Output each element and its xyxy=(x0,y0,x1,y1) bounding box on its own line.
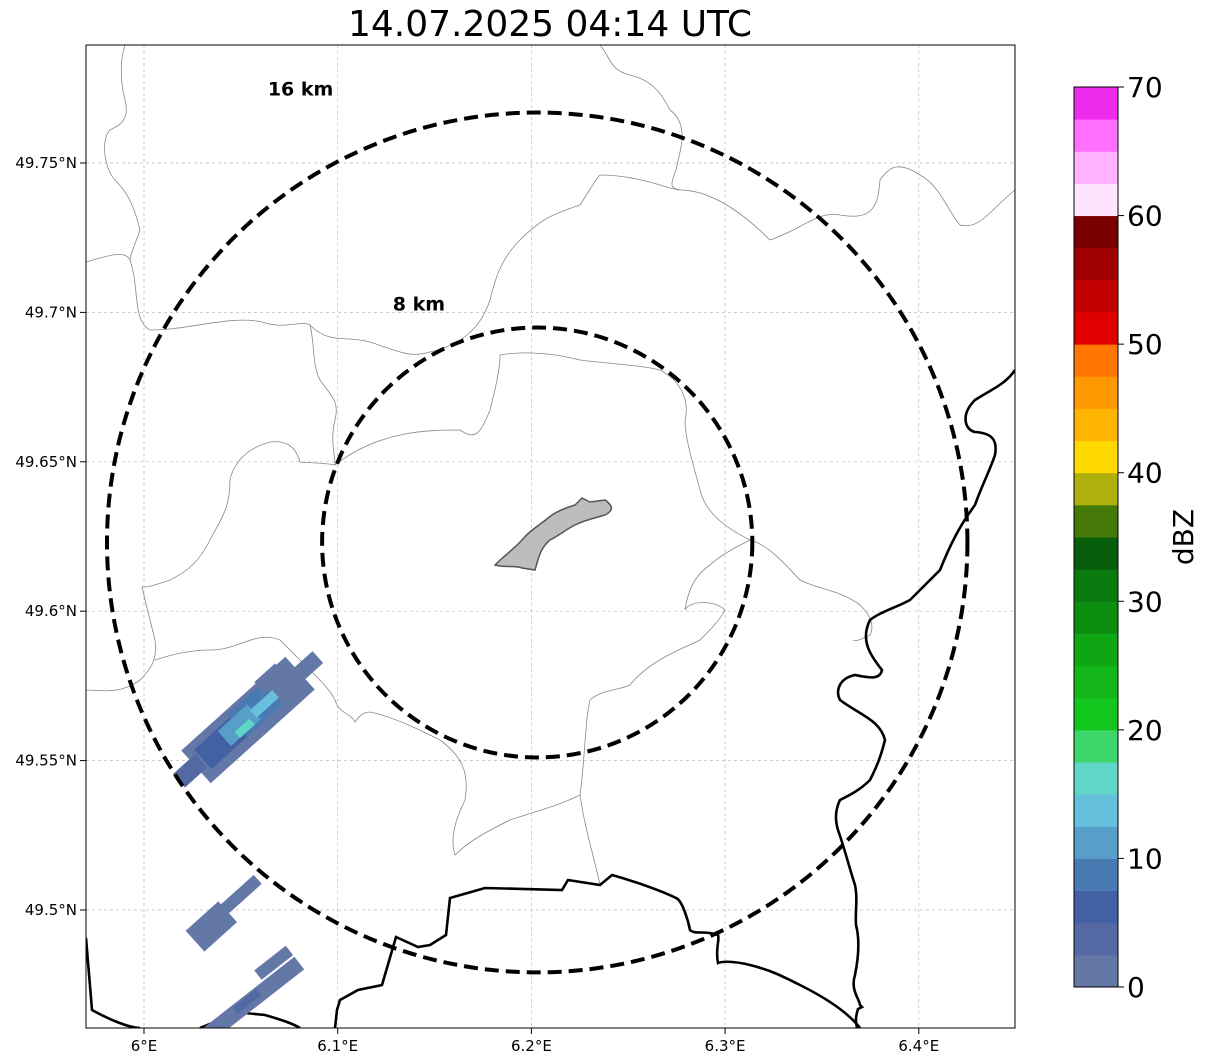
colorbar-segment xyxy=(1074,922,1118,956)
colorbar-segment xyxy=(1074,633,1118,667)
echo-cell xyxy=(172,754,208,788)
colorbar-segment xyxy=(1074,215,1118,249)
x-tick-label: 6.1°E xyxy=(317,1037,358,1055)
latitude-ticks: 49.5°N 49.55°N 49.6°N 49.65°N 49.7°N 49.75°N xyxy=(15,154,86,919)
echo-cell xyxy=(249,690,279,718)
colorbar-segment xyxy=(1074,344,1118,377)
colorbar-segment xyxy=(1074,729,1118,763)
colorbar-label: dBZ xyxy=(1167,509,1200,565)
x-tick-label: 6.4°E xyxy=(898,1037,939,1055)
colorbar-segment xyxy=(1074,183,1118,217)
colorbar-segment xyxy=(1074,697,1118,731)
colorbar-frame xyxy=(1073,86,1119,988)
echo-cell xyxy=(232,989,262,1014)
colorbar-segment xyxy=(1074,279,1118,313)
colorbar-segment xyxy=(1074,954,1118,988)
colorbar-tick-label: 40 xyxy=(1127,457,1163,490)
echo-cell xyxy=(287,651,324,686)
colorbar-segment xyxy=(1074,826,1118,859)
range-ring-label: 8 km xyxy=(393,294,445,316)
range-ring-label: 16 km xyxy=(268,79,334,101)
colorbar-segment xyxy=(1074,569,1118,602)
x-tick-label: 6.3°E xyxy=(705,1037,746,1055)
colorbar-segment xyxy=(1074,890,1118,924)
echo-cell xyxy=(254,945,294,980)
city-area xyxy=(493,497,613,571)
y-tick-label: 49.55°N xyxy=(15,752,77,770)
colorbar-tick-label: 70 xyxy=(1127,71,1163,104)
colorbar-tick-label: 50 xyxy=(1127,328,1163,361)
colorbar-tick-label: 20 xyxy=(1127,714,1163,747)
colorbar-segment xyxy=(1074,119,1118,152)
colorbar-tick-label: 0 xyxy=(1127,971,1145,1004)
radar-echoes xyxy=(172,651,324,1028)
echo-cell xyxy=(215,874,262,919)
colorbar-segment xyxy=(1074,376,1118,409)
x-tick-label: 6.2°E xyxy=(511,1037,552,1055)
map-frame xyxy=(85,44,1016,1029)
colorbar-segment xyxy=(1074,408,1118,442)
region-borders xyxy=(86,45,1015,886)
colorbar-segment xyxy=(1074,665,1118,699)
colorbar-segment xyxy=(1074,151,1118,184)
y-tick-label: 49.65°N xyxy=(15,453,77,471)
x-tick-label: 6°E xyxy=(131,1037,158,1055)
colorbar-segment xyxy=(1074,504,1118,538)
echo-cell xyxy=(254,663,286,694)
echo-cell xyxy=(234,718,255,738)
colorbar-segment xyxy=(1074,312,1118,345)
range-ring xyxy=(320,325,755,760)
colorbar-segment xyxy=(1074,472,1118,506)
colorbar-tick-label: 30 xyxy=(1127,585,1163,618)
colorbar-segment xyxy=(1074,87,1118,120)
colorbar-segment xyxy=(1074,858,1118,892)
map-title: 14.07.2025 04:14 UTC xyxy=(347,4,753,45)
range-ring xyxy=(104,110,970,975)
colorbar-segment xyxy=(1074,440,1118,474)
colorbar-segment xyxy=(1074,762,1118,795)
colorbar-segment xyxy=(1074,247,1118,281)
colorbar-tick-label: 10 xyxy=(1127,842,1163,875)
y-tick-label: 49.5°N xyxy=(25,901,77,919)
y-tick-label: 49.7°N xyxy=(25,303,77,321)
colorbar-tick-label: 60 xyxy=(1127,200,1163,233)
y-tick-label: 49.6°N xyxy=(25,602,77,620)
longitude-ticks: 6°E 6.1°E 6.2°E 6.3°E 6.4°E xyxy=(131,1028,939,1055)
lat-lon-grid xyxy=(86,45,1015,1028)
y-tick-label: 49.75°N xyxy=(15,154,77,172)
echo-cell xyxy=(217,704,261,747)
colorbar-segment xyxy=(1074,601,1118,634)
colorbar-segment xyxy=(1074,537,1118,570)
colorbar-segment xyxy=(1074,794,1118,827)
colorbar: 0 10 20 30 40 50 60 70 dBZ xyxy=(1073,71,1200,1004)
range-ring-labels: 8 km 16 km xyxy=(268,79,445,316)
range-rings xyxy=(104,110,970,975)
